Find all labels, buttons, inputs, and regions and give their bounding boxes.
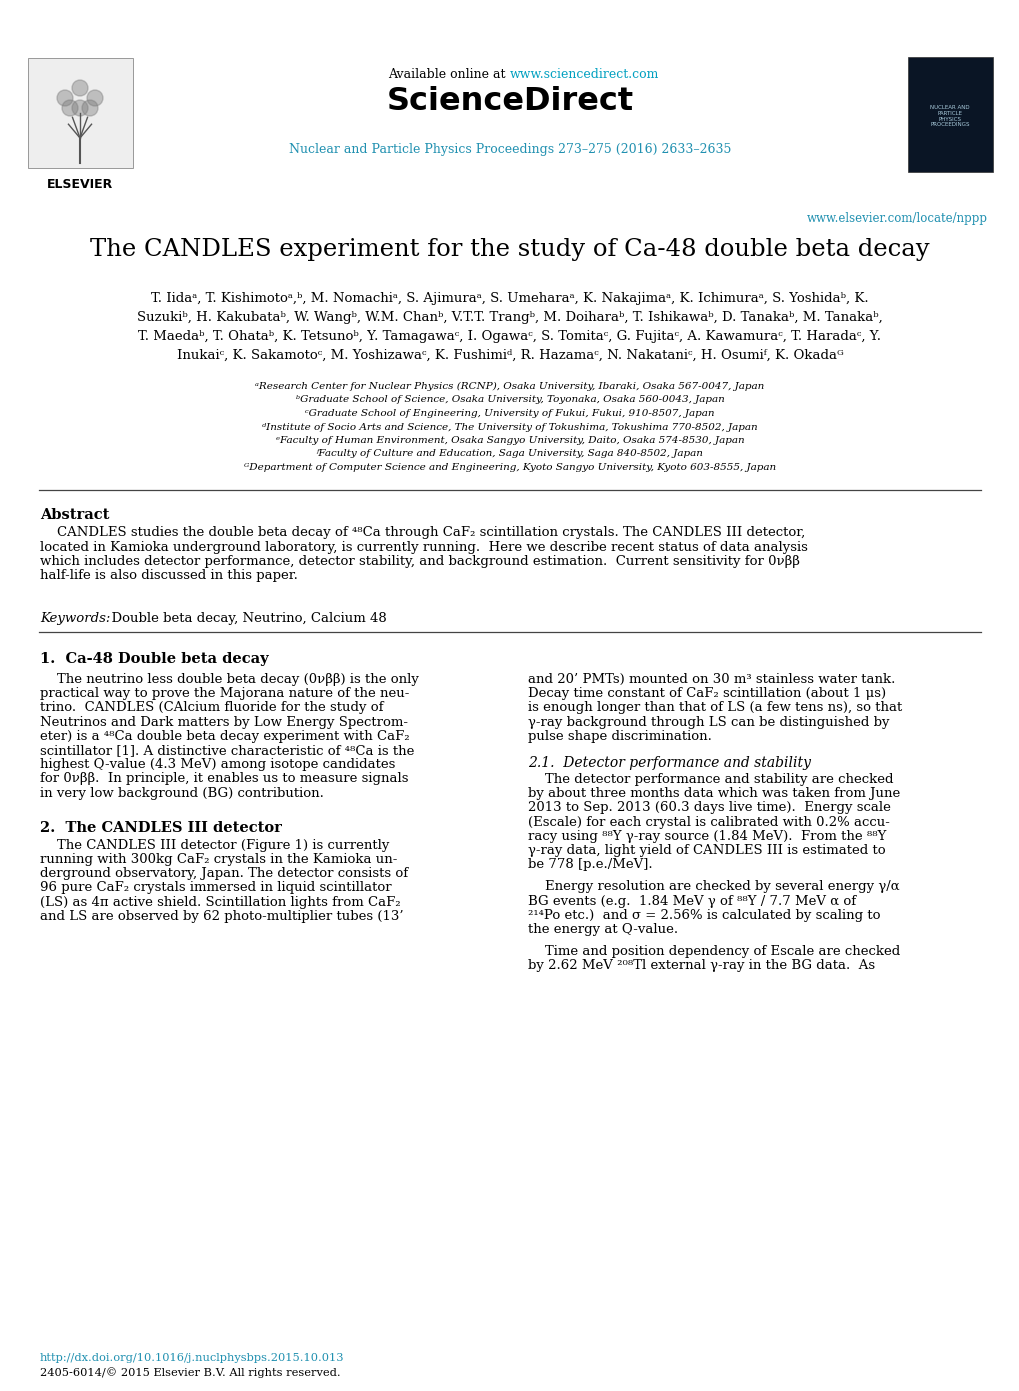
Text: www.elsevier.com/locate/nppp: www.elsevier.com/locate/nppp — [806, 211, 987, 225]
Text: by about three months data which was taken from June: by about three months data which was tak… — [528, 787, 900, 800]
Text: Nuclear and Particle Physics Proceedings 273–275 (2016) 2633–2635: Nuclear and Particle Physics Proceedings… — [288, 143, 731, 156]
Circle shape — [87, 90, 103, 106]
Text: Time and position dependency of Escale are checked: Time and position dependency of Escale a… — [528, 946, 900, 958]
Text: The neutrino less double beta decay (0νββ) is the only: The neutrino less double beta decay (0νβ… — [40, 673, 419, 686]
Circle shape — [72, 81, 88, 96]
Text: 96 pure CaF₂ crystals immersed in liquid scintillator: 96 pure CaF₂ crystals immersed in liquid… — [40, 882, 391, 894]
Text: 2.  The CANDLES III detector: 2. The CANDLES III detector — [40, 821, 281, 835]
Text: γ-ray background through LS can be distinguished by: γ-ray background through LS can be disti… — [528, 715, 889, 729]
Text: Abstract: Abstract — [40, 508, 109, 522]
Text: NUCLEAR AND
PARTICLE
PHYSICS
PROCEEDINGS: NUCLEAR AND PARTICLE PHYSICS PROCEEDINGS — [929, 104, 969, 128]
Text: ELSEVIER: ELSEVIER — [47, 178, 113, 191]
Text: is enough longer than that of LS (a few tens ns), so that: is enough longer than that of LS (a few … — [528, 701, 902, 715]
Text: Available online at: Available online at — [388, 68, 510, 81]
Text: half-life is also discussed in this paper.: half-life is also discussed in this pape… — [40, 569, 298, 583]
Text: Keywords:: Keywords: — [40, 612, 110, 625]
Text: ᵈInstitute of Socio Arts and Science, The University of Tokushima, Tokushima 770: ᵈInstitute of Socio Arts and Science, Th… — [262, 423, 757, 431]
Text: The detector performance and stability are checked: The detector performance and stability a… — [528, 773, 893, 786]
Text: scintillator [1]. A distinctive characteristic of ⁴⁸Ca is the: scintillator [1]. A distinctive characte… — [40, 744, 414, 757]
Text: and 20’ PMTs) mounted on 30 m³ stainless water tank.: and 20’ PMTs) mounted on 30 m³ stainless… — [528, 673, 895, 686]
Text: The CANDLES III detector (Figure 1) is currently: The CANDLES III detector (Figure 1) is c… — [40, 839, 389, 851]
Text: ᵇGraduate School of Science, Osaka University, Toyonaka, Osaka 560-0043, Japan: ᵇGraduate School of Science, Osaka Unive… — [296, 395, 723, 405]
Circle shape — [62, 100, 77, 115]
Text: which includes detector performance, detector stability, and background estimati: which includes detector performance, det… — [40, 555, 799, 568]
Text: ²¹⁴Po etc.)  and σ = 2.56% is calculated by scaling to: ²¹⁴Po etc.) and σ = 2.56% is calculated … — [528, 908, 879, 922]
Text: ᵉFaculty of Human Environment, Osaka Sangyo University, Daito, Osaka 574-8530, J: ᵉFaculty of Human Environment, Osaka San… — [275, 435, 744, 445]
Text: pulse shape discrimination.: pulse shape discrimination. — [528, 730, 711, 743]
Text: derground observatory, Japan. The detector consists of: derground observatory, Japan. The detect… — [40, 867, 408, 881]
Text: and LS are observed by 62 photo-multiplier tubes (13’: and LS are observed by 62 photo-multipli… — [40, 910, 404, 922]
Text: in very low background (BG) contribution.: in very low background (BG) contribution… — [40, 786, 324, 800]
Text: eter) is a ⁴⁸Ca double beta decay experiment with CaF₂: eter) is a ⁴⁸Ca double beta decay experi… — [40, 730, 410, 743]
Text: ScienceDirect: ScienceDirect — [386, 86, 633, 117]
Text: ᶜGraduate School of Engineering, University of Fukui, Fukui, 910-8507, Japan: ᶜGraduate School of Engineering, Univers… — [305, 409, 714, 419]
Text: be 778 [p.e./MeV].: be 778 [p.e./MeV]. — [528, 858, 652, 871]
Circle shape — [82, 100, 98, 115]
Text: running with 300kg CaF₂ crystals in the Kamioka un-: running with 300kg CaF₂ crystals in the … — [40, 853, 397, 867]
FancyBboxPatch shape — [28, 58, 132, 168]
Circle shape — [72, 100, 88, 115]
FancyBboxPatch shape — [907, 57, 993, 172]
Text: T. Iidaᵃ, T. Kishimotoᵃ,ᵇ, M. Nomachiᵃ, S. Ajimuraᵃ, S. Umeharaᵃ, K. Nakajimaᵃ, : T. Iidaᵃ, T. Kishimotoᵃ,ᵇ, M. Nomachiᵃ, … — [151, 292, 868, 305]
Text: Inukaiᶜ, K. Sakamotoᶜ, M. Yoshizawaᶜ, K. Fushimiᵈ, R. Hazamaᶜ, N. Nakataniᶜ, H. : Inukaiᶜ, K. Sakamotoᶜ, M. Yoshizawaᶜ, K.… — [176, 349, 843, 362]
Text: The CANDLES experiment for the study of Ca-48 double beta decay: The CANDLES experiment for the study of … — [90, 238, 929, 262]
Text: 1.  Ca-48 Double beta decay: 1. Ca-48 Double beta decay — [40, 652, 268, 666]
Text: ᵃResearch Center for Nuclear Physics (RCNP), Osaka University, Ibaraki, Osaka 56: ᵃResearch Center for Nuclear Physics (RC… — [255, 383, 764, 391]
Text: 2013 to Sep. 2013 (60.3 days live time).  Energy scale: 2013 to Sep. 2013 (60.3 days live time).… — [528, 801, 890, 814]
Text: http://dx.doi.org/10.1016/j.nuclphysbps.2015.10.013: http://dx.doi.org/10.1016/j.nuclphysbps.… — [40, 1353, 344, 1363]
Text: by 2.62 MeV ²⁰⁸Tl external γ-ray in the BG data.  As: by 2.62 MeV ²⁰⁸Tl external γ-ray in the … — [528, 960, 874, 972]
Text: Decay time constant of CaF₂ scintillation (about 1 μs): Decay time constant of CaF₂ scintillatio… — [528, 687, 886, 700]
Text: www.sciencedirect.com: www.sciencedirect.com — [510, 68, 658, 81]
Text: BG events (e.g.  1.84 MeV γ of ⁸⁸Y / 7.7 MeV α of: BG events (e.g. 1.84 MeV γ of ⁸⁸Y / 7.7 … — [528, 894, 855, 907]
Text: 2405-6014/© 2015 Elsevier B.V. All rights reserved.: 2405-6014/© 2015 Elsevier B.V. All right… — [40, 1367, 340, 1377]
Text: racy using ⁸⁸Y γ-ray source (1.84 MeV).  From the ⁸⁸Y: racy using ⁸⁸Y γ-ray source (1.84 MeV). … — [528, 830, 886, 843]
Text: 2.1.  Detector performance and stability: 2.1. Detector performance and stability — [528, 755, 810, 771]
Text: located in Kamioka underground laboratory, is currently running.  Here we descri: located in Kamioka underground laborator… — [40, 541, 807, 554]
Text: practical way to prove the Majorana nature of the neu-: practical way to prove the Majorana natu… — [40, 687, 409, 700]
Text: highest Q-value (4.3 MeV) among isotope candidates: highest Q-value (4.3 MeV) among isotope … — [40, 758, 395, 771]
Text: ᶠFaculty of Culture and Education, Saga University, Saga 840-8502, Japan: ᶠFaculty of Culture and Education, Saga … — [316, 449, 703, 459]
Text: Suzukiᵇ, H. Kakubataᵇ, W. Wangᵇ, W.M. Chanᵇ, V.T.T. Trangᵇ, M. Doiharaᵇ, T. Ishi: Suzukiᵇ, H. Kakubataᵇ, W. Wangᵇ, W.M. Ch… — [137, 312, 882, 324]
Text: Energy resolution are checked by several energy γ/α: Energy resolution are checked by several… — [528, 881, 899, 893]
Text: (LS) as 4π active shield. Scintillation lights from CaF₂: (LS) as 4π active shield. Scintillation … — [40, 896, 400, 908]
Text: Neutrinos and Dark matters by Low Energy Spectrom-: Neutrinos and Dark matters by Low Energy… — [40, 715, 408, 729]
Text: T. Maedaᵇ, T. Ohataᵇ, K. Tetsunoᵇ, Y. Tamagawaᶜ, I. Ogawaᶜ, S. Tomitaᶜ, G. Fujit: T. Maedaᵇ, T. Ohataᵇ, K. Tetsunoᵇ, Y. Ta… — [139, 330, 880, 344]
Text: (Escale) for each crystal is calibrated with 0.2% accu-: (Escale) for each crystal is calibrated … — [528, 815, 889, 829]
Text: the energy at Q-value.: the energy at Q-value. — [528, 924, 678, 936]
Circle shape — [57, 90, 73, 106]
Text: trino.  CANDLES (CAlcium fluoride for the study of: trino. CANDLES (CAlcium fluoride for the… — [40, 701, 383, 715]
Text: CANDLES studies the double beta decay of ⁴⁸Ca through CaF₂ scintillation crystal: CANDLES studies the double beta decay of… — [40, 526, 804, 538]
Text: Double beta decay, Neutrino, Calcium 48: Double beta decay, Neutrino, Calcium 48 — [103, 612, 386, 625]
Text: γ-ray data, light yield of CANDLES III is estimated to: γ-ray data, light yield of CANDLES III i… — [528, 844, 884, 857]
Text: ᴳDepartment of Computer Science and Engineering, Kyoto Sangyo University, Kyoto : ᴳDepartment of Computer Science and Engi… — [244, 463, 775, 472]
Text: for 0νββ.  In principle, it enables us to measure signals: for 0νββ. In principle, it enables us to… — [40, 772, 408, 786]
